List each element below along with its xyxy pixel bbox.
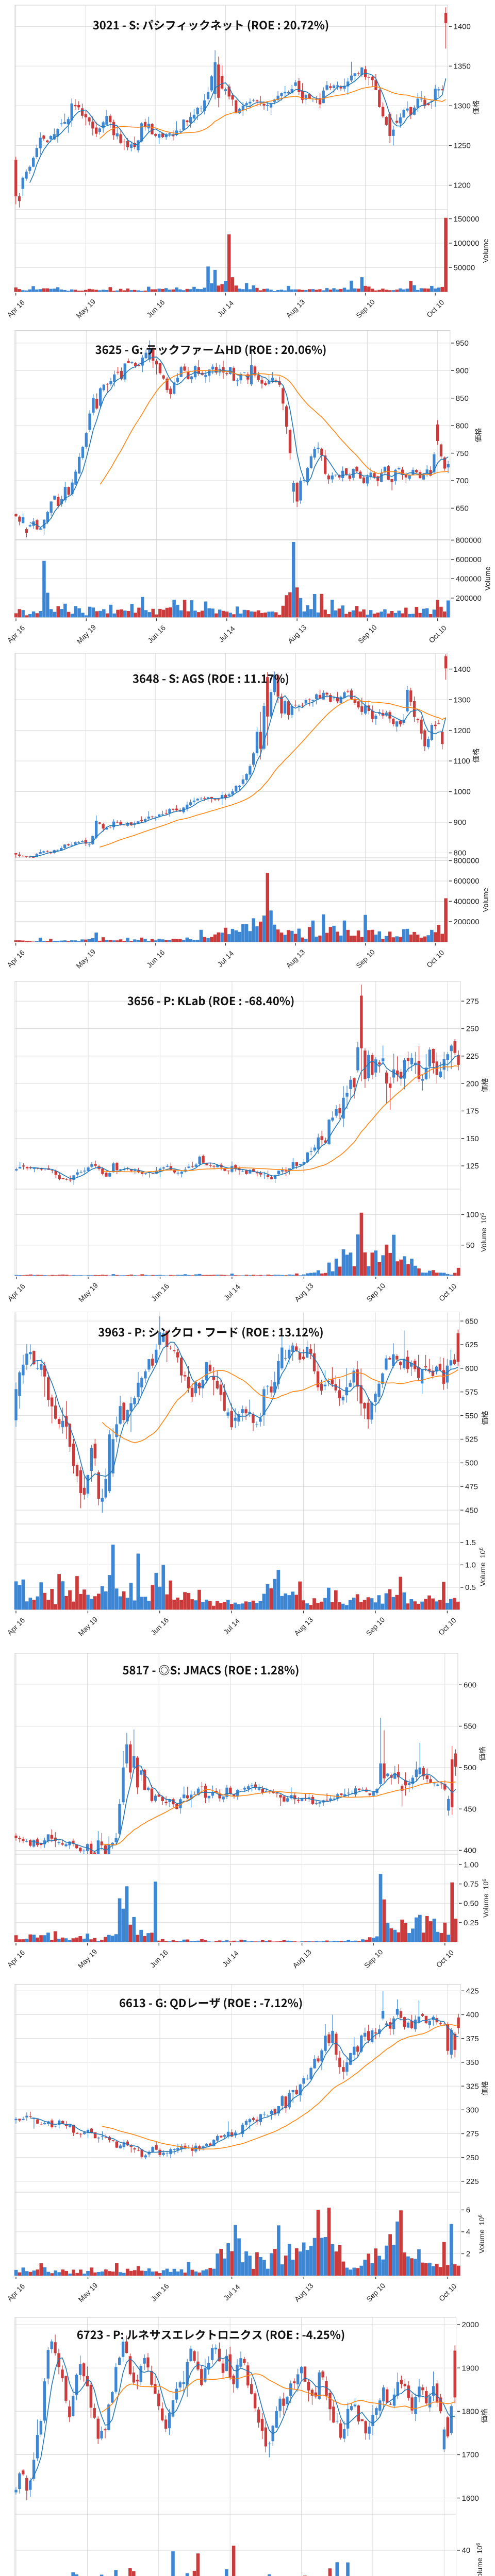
svg-text:1350: 1350 <box>454 62 471 71</box>
svg-text:2000: 2000 <box>462 2320 479 2329</box>
svg-text:225: 225 <box>466 1052 479 1061</box>
svg-text:575: 575 <box>465 1388 478 1397</box>
svg-text:175: 175 <box>466 1107 479 1116</box>
svg-text:150: 150 <box>466 1134 479 1143</box>
svg-text:Volume: Volume <box>484 566 492 590</box>
svg-text:Volume: Volume <box>481 239 489 263</box>
svg-text:1.0: 1.0 <box>465 1561 476 1570</box>
svg-text:400000: 400000 <box>454 897 480 906</box>
svg-text:425: 425 <box>466 1987 479 1996</box>
svg-text:Volume: Volume <box>481 888 489 912</box>
svg-text:450: 450 <box>465 1506 478 1515</box>
svg-text:1300: 1300 <box>454 696 471 704</box>
svg-text:1400: 1400 <box>454 22 471 31</box>
svg-text:700: 700 <box>456 477 469 485</box>
svg-text:Volume 106: Volume 106 <box>482 1878 490 1918</box>
svg-text:350: 350 <box>466 2058 479 2067</box>
svg-text:50000: 50000 <box>454 263 475 272</box>
svg-text:1400: 1400 <box>454 665 471 674</box>
svg-text:400: 400 <box>466 2011 479 2020</box>
svg-text:1000: 1000 <box>454 788 471 796</box>
svg-text:650: 650 <box>465 1317 478 1326</box>
svg-text:900: 900 <box>456 367 469 376</box>
svg-text:2: 2 <box>466 2250 470 2259</box>
svg-text:Volume 106: Volume 106 <box>477 2214 486 2253</box>
svg-text:250: 250 <box>466 2154 479 2162</box>
svg-text:6: 6 <box>466 2206 470 2215</box>
svg-text:800: 800 <box>454 849 467 858</box>
svg-text:1200: 1200 <box>454 726 471 735</box>
svg-text:1900: 1900 <box>462 2364 479 2372</box>
svg-text:1600: 1600 <box>462 2494 479 2503</box>
svg-text:375: 375 <box>466 2035 479 2043</box>
svg-text:Volume 106: Volume 106 <box>480 1213 488 1252</box>
svg-text:125: 125 <box>466 1162 479 1171</box>
svg-text:150000: 150000 <box>454 215 480 224</box>
svg-text:40: 40 <box>462 2546 471 2555</box>
svg-text:800000: 800000 <box>454 857 480 866</box>
svg-text:250: 250 <box>466 1025 479 1033</box>
svg-text:450: 450 <box>464 1805 476 1814</box>
svg-text:850: 850 <box>456 394 469 403</box>
svg-text:200: 200 <box>466 1079 479 1088</box>
svg-text:400000: 400000 <box>456 575 482 584</box>
svg-text:600: 600 <box>465 1364 478 1373</box>
svg-text:600: 600 <box>464 1681 476 1689</box>
svg-text:600000: 600000 <box>454 877 480 886</box>
svg-text:Volume 106: Volume 106 <box>475 2543 484 2576</box>
svg-text:200000: 200000 <box>454 918 480 926</box>
svg-text:225: 225 <box>466 2177 479 2186</box>
svg-text:1100: 1100 <box>454 757 470 766</box>
svg-text:650: 650 <box>456 504 469 513</box>
svg-text:500: 500 <box>464 1764 476 1772</box>
svg-text:800: 800 <box>456 421 469 430</box>
svg-text:325: 325 <box>466 2082 479 2091</box>
svg-text:0.50: 0.50 <box>464 1899 478 1908</box>
svg-text:300: 300 <box>466 2106 479 2115</box>
svg-text:1200: 1200 <box>454 181 471 190</box>
svg-text:1.00: 1.00 <box>464 1860 478 1869</box>
svg-text:1250: 1250 <box>454 142 471 150</box>
svg-text:475: 475 <box>465 1482 478 1491</box>
svg-text:900: 900 <box>454 818 467 827</box>
svg-text:400: 400 <box>464 1846 476 1855</box>
svg-text:550: 550 <box>464 1722 476 1731</box>
svg-text:275: 275 <box>466 2130 479 2139</box>
svg-text:275: 275 <box>466 997 479 1006</box>
svg-text:50: 50 <box>466 1241 475 1250</box>
svg-text:600000: 600000 <box>456 555 482 564</box>
svg-text:1700: 1700 <box>462 2451 479 2460</box>
svg-text:100000: 100000 <box>454 239 480 248</box>
svg-text:Volume 106: Volume 106 <box>478 1547 487 1586</box>
svg-text:500: 500 <box>465 1459 478 1468</box>
svg-text:4: 4 <box>466 2228 470 2236</box>
svg-text:525: 525 <box>465 1435 478 1444</box>
svg-text:1.5: 1.5 <box>465 1538 476 1547</box>
svg-text:1300: 1300 <box>454 102 471 111</box>
svg-text:0.5: 0.5 <box>465 1583 476 1592</box>
svg-text:0.25: 0.25 <box>464 1919 478 1927</box>
svg-text:800000: 800000 <box>456 536 482 545</box>
svg-text:625: 625 <box>465 1341 478 1349</box>
svg-text:0.75: 0.75 <box>464 1880 478 1889</box>
svg-text:100: 100 <box>466 1211 479 1219</box>
svg-text:200000: 200000 <box>456 594 482 603</box>
svg-text:750: 750 <box>456 449 469 458</box>
svg-text:950: 950 <box>456 339 469 348</box>
svg-text:550: 550 <box>465 1412 478 1420</box>
svg-text:1800: 1800 <box>462 2408 479 2416</box>
